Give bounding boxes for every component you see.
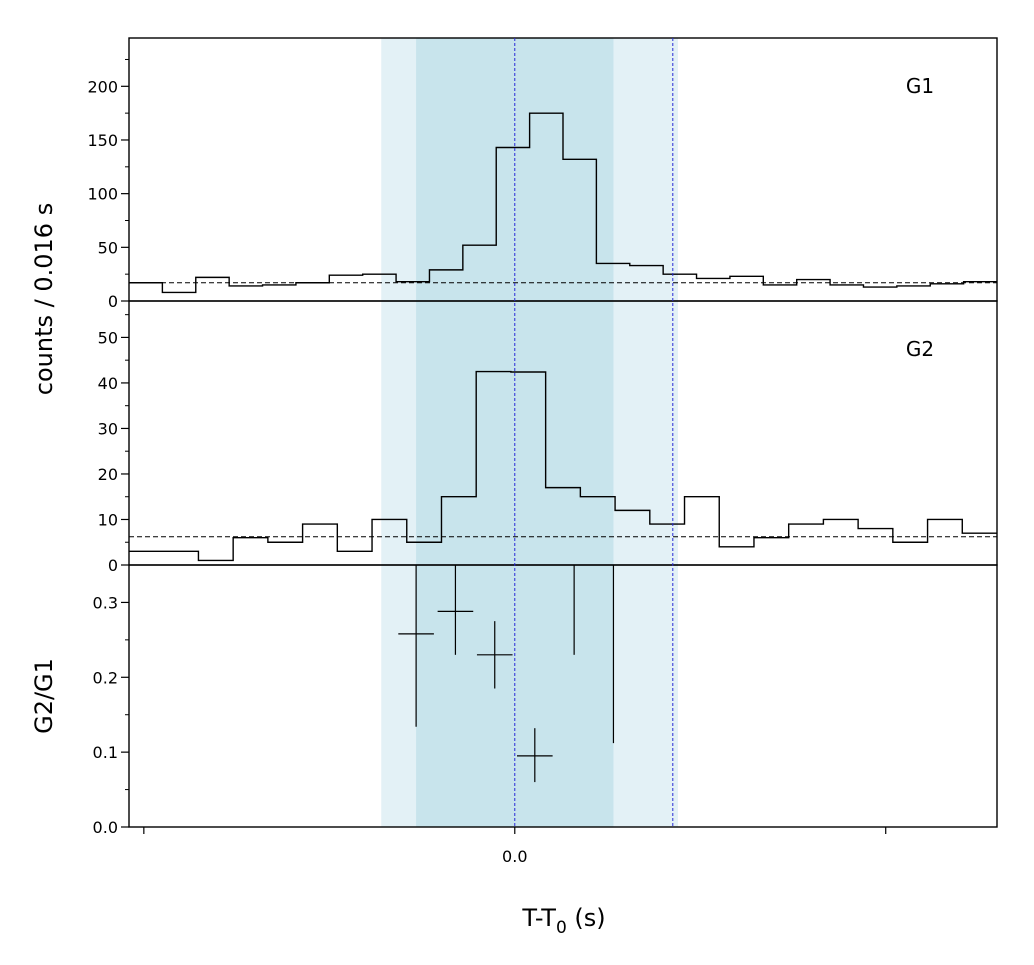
axes-layer: 0 50 100 150 200 0 10 20 30 40 50 0.0 0.1 0.2 0.3 0.0 <box>87 37 998 866</box>
x-tick-label: 0.0 <box>502 847 527 866</box>
data-layer: G1 G2 <box>129 74 997 783</box>
ratio-point-2 <box>437 565 474 655</box>
y-tick-label: 0.1 <box>93 743 118 762</box>
y-tick-label: 150 <box>87 131 118 150</box>
y-tick-label: 200 <box>87 77 118 96</box>
light-curve-G2 <box>129 370 997 562</box>
x-axis-title-subscript: 0 <box>556 918 567 938</box>
ratio-point-1 <box>398 565 434 727</box>
y-tick-label: 0.3 <box>93 593 118 612</box>
panel-label-G1: G1 <box>906 74 934 98</box>
shared-y-axis-title: counts / 0.016 s <box>30 203 58 395</box>
panel-label-G2: G2 <box>906 337 934 361</box>
y-tick-label: 10 <box>98 510 118 529</box>
ratio-y-axis-title: G2/G1 <box>30 658 58 734</box>
y-tick-label: 0.0 <box>93 818 118 837</box>
x-axis-title-main: T-T <box>521 904 556 932</box>
x-axis-title-tail: (s) <box>567 904 606 932</box>
y-tick-label: 50 <box>98 238 118 257</box>
y-tick-label: 0 <box>108 292 118 311</box>
y-tick-label: 0 <box>108 556 118 575</box>
light-curve-G1 <box>129 112 997 294</box>
ratio-point-3 <box>476 621 513 689</box>
y-tick-label: 20 <box>98 465 118 484</box>
y-tick-label: 0.2 <box>93 668 118 687</box>
y-tick-label: 100 <box>87 185 118 204</box>
panel-frame-3 <box>128 564 998 828</box>
ratio-point-4 <box>517 728 553 783</box>
shaded-intervals <box>381 38 678 827</box>
x-axis-title: T-T0 (s) <box>521 904 605 938</box>
y-tick-label: 50 <box>98 328 118 347</box>
y-tick-label: 30 <box>98 419 118 438</box>
y-tick-label: 40 <box>98 374 118 393</box>
